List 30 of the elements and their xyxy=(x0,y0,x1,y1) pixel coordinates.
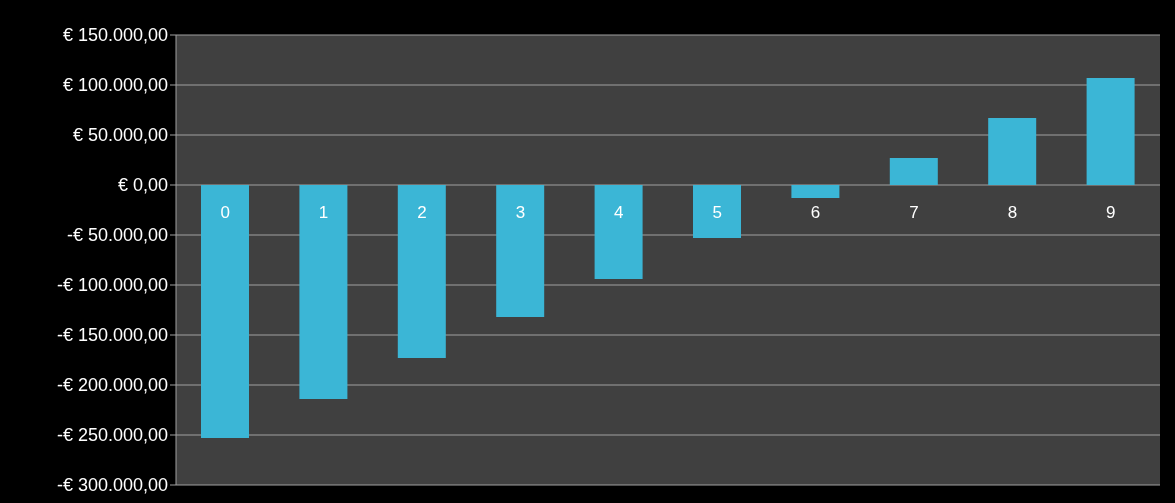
x-tick-label: 7 xyxy=(909,203,919,222)
bar xyxy=(594,185,643,279)
bar xyxy=(693,185,741,238)
bar xyxy=(1086,78,1135,185)
y-tick-label: € 50.000,00 xyxy=(72,125,168,146)
y-tick-label: € 100.000,00 xyxy=(62,75,168,96)
x-tick-label: 3 xyxy=(515,203,526,222)
bar xyxy=(791,185,840,198)
bar xyxy=(988,118,1037,185)
y-tick-label: -€ 300.000,00 xyxy=(56,475,168,496)
x-tick-label: 8 xyxy=(1007,203,1018,222)
x-tick-label: 6 xyxy=(810,203,821,222)
y-tick-label: -€ 100.000,00 xyxy=(56,275,168,296)
bar xyxy=(397,185,446,358)
bar xyxy=(299,185,348,399)
bar xyxy=(201,185,249,438)
y-tick-label: -€ 200.000,00 xyxy=(56,375,168,396)
bar xyxy=(496,185,545,317)
y-tick-label: -€ 150.000,00 xyxy=(56,325,168,346)
x-tick-label: 9 xyxy=(1106,203,1116,222)
x-tick-label: 1 xyxy=(318,203,329,222)
x-tick-label: 5 xyxy=(712,203,722,222)
y-tick-label: € 150.000,00 xyxy=(62,25,168,46)
x-tick-label: 2 xyxy=(417,203,427,222)
bar xyxy=(889,158,938,185)
x-tick-label: 0 xyxy=(220,203,230,222)
y-tick-label: € 0,00 xyxy=(117,175,168,196)
y-tick-label: -€ 250.000,00 xyxy=(56,425,168,446)
y-tick-label: -€ 50.000,00 xyxy=(66,225,168,246)
x-tick-label: 4 xyxy=(614,203,624,222)
